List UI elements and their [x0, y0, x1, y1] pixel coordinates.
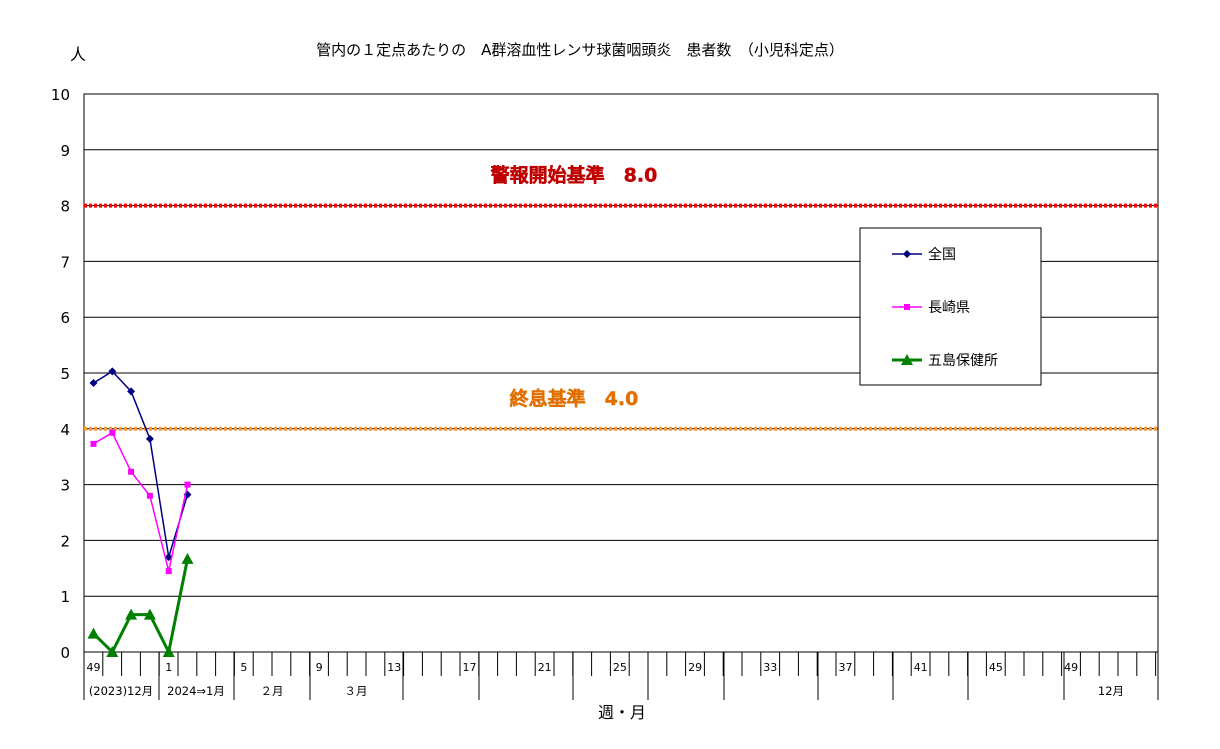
x-week-label: 1: [165, 661, 172, 674]
data-point: [903, 250, 911, 258]
x-month-label: ３月: [345, 684, 368, 698]
y-axis-tick-labels: 0 1 2 3 4 5 6 7 8 9 10: [51, 86, 70, 662]
data-point: [145, 434, 154, 443]
x-week-label: 33: [763, 661, 777, 674]
series-3: [87, 552, 194, 657]
y-tick-label: 6: [60, 309, 70, 327]
x-axis: 49 1 5 9 13 17 21 25 29 33 37 41 45 49 (2023)12月 2024⇒1…: [83, 652, 1159, 700]
reference-label: 終息基準 4.0: [510, 387, 639, 410]
series-line: [93, 431, 189, 572]
x-week-label: 9: [316, 661, 323, 674]
y-tick-label: 1: [60, 588, 70, 606]
data-point: [143, 608, 156, 620]
chart-title: 管内の１定点あたりの A群溶血性レンサ球菌咽頭炎 患者数 （小児科定点）: [316, 41, 844, 59]
data-point: [181, 552, 194, 564]
y-tick-label: 2: [60, 532, 70, 550]
plot-area-frame: [83, 93, 1159, 653]
legend-box: [859, 227, 1042, 386]
y-tick-label: 4: [60, 421, 70, 439]
x-week-label: 13: [387, 661, 401, 674]
series-line: [92, 558, 189, 657]
data-point: [165, 568, 172, 575]
x-week-label: 25: [613, 661, 627, 674]
legend-label: 五島保健所: [928, 353, 998, 369]
x-week-label: 49: [1064, 661, 1078, 674]
x-month-label: 12月: [1098, 684, 1124, 698]
data-point: [90, 440, 97, 447]
data-point: [146, 492, 153, 499]
y-tick-label: 3: [60, 477, 70, 495]
x-month-label: (2023)12月: [89, 684, 153, 698]
x-month-label: 2024⇒1月: [167, 684, 225, 698]
y-tick-label: 10: [51, 86, 70, 104]
x-week-label: 41: [914, 661, 928, 674]
data-point: [87, 627, 100, 639]
reference-lines: 警報開始基準 8.0 終息基準 4.0: [84, 163, 1158, 431]
x-week-label: 37: [839, 661, 853, 674]
data-point: [184, 481, 191, 488]
data-point: [901, 354, 913, 365]
data-point: [127, 387, 136, 396]
data-point: [108, 367, 117, 376]
data-series: [87, 367, 194, 657]
data-point: [109, 429, 116, 436]
data-point: [162, 646, 175, 657]
series-line: [93, 370, 189, 558]
y-tick-label: 9: [60, 142, 70, 160]
x-month-label: ２月: [261, 684, 284, 698]
y-tick-label: 5: [60, 365, 70, 383]
y-axis-label: 人: [70, 45, 86, 64]
y-tick-label: 8: [60, 198, 70, 216]
data-point: [904, 304, 910, 310]
x-week-label: 21: [538, 661, 552, 674]
reference-label: 警報開始基準 8.0: [491, 164, 658, 187]
x-axis-label: 週・月: [598, 703, 646, 722]
x-week-label: 29: [688, 661, 702, 674]
data-point: [125, 608, 138, 620]
y-tick-label: 7: [60, 253, 70, 271]
data-point: [89, 379, 98, 388]
x-week-label: 49: [87, 661, 101, 674]
data-point: [128, 468, 135, 475]
data-point: [106, 646, 119, 657]
legend-label: 全国: [928, 246, 956, 263]
x-week-label: 5: [240, 661, 247, 674]
series-2: [90, 429, 191, 575]
legend-label: 長崎県: [928, 300, 970, 316]
y-tick-label: 0: [60, 644, 70, 662]
grid-lines: [84, 149, 1158, 597]
x-week-label: 17: [463, 661, 477, 674]
series-1: [89, 367, 192, 562]
x-week-label: 45: [989, 661, 1003, 674]
